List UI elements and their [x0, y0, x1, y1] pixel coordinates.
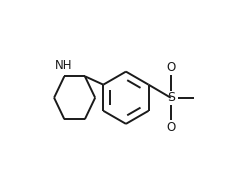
- Text: NH: NH: [55, 59, 72, 72]
- Text: S: S: [167, 91, 175, 104]
- Text: O: O: [166, 61, 175, 74]
- Text: O: O: [166, 121, 175, 134]
